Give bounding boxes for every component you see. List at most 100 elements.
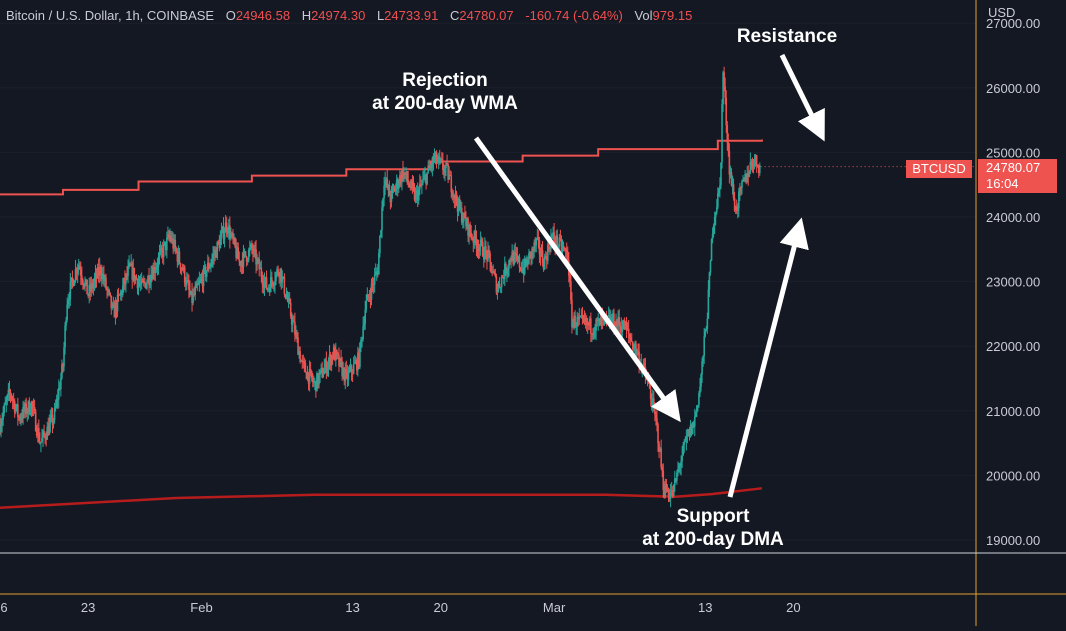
candle-body [677, 469, 679, 473]
candle-body [110, 295, 113, 309]
x-tick-label: 23 [81, 600, 95, 615]
candle-body [89, 285, 92, 292]
candle-body [254, 248, 256, 250]
candle-body [163, 241, 166, 244]
candle-body [123, 278, 125, 286]
candle-body [683, 441, 686, 445]
candle-body [630, 340, 633, 342]
candle-body [212, 254, 214, 259]
candle-body [299, 351, 301, 362]
candle-body [558, 237, 561, 247]
candle-body [521, 267, 524, 272]
candle-body [726, 125, 729, 143]
candle-body [574, 315, 576, 328]
candle-body [572, 321, 574, 327]
candle-body [81, 275, 83, 281]
candle-body [284, 294, 287, 298]
candle-body [2, 412, 4, 420]
candle-body [464, 212, 466, 219]
candle-body [408, 183, 411, 187]
candle-body [59, 387, 61, 390]
candle-body [26, 411, 29, 414]
candle-body [623, 320, 626, 330]
candle-body [4, 403, 7, 405]
candle-body [285, 296, 288, 298]
candle-body [315, 381, 317, 392]
candle-body [314, 381, 316, 383]
candle-body [311, 378, 314, 383]
candle-body [348, 370, 351, 372]
candle-body [229, 225, 231, 239]
candle-body [467, 218, 469, 236]
candle-body [282, 276, 285, 278]
candle-body [352, 363, 355, 374]
candle-body [664, 483, 667, 497]
candle-body [23, 406, 25, 412]
candle-body [478, 247, 481, 252]
candle-body [19, 417, 21, 420]
candle-body [286, 296, 289, 302]
candle-body [54, 406, 57, 409]
candle-body [40, 442, 42, 444]
close-label: C [450, 8, 460, 23]
candle-body [744, 173, 746, 181]
candle-body [294, 321, 296, 336]
wma-200-line [0, 139, 763, 196]
candle-body [545, 256, 548, 261]
candle-body [305, 372, 308, 380]
candle-body [188, 281, 190, 290]
candle-body [319, 370, 321, 375]
candle-body [368, 296, 371, 298]
candle-body [91, 283, 94, 289]
candle-body [147, 276, 149, 283]
candle-body [29, 412, 32, 414]
candle-body [109, 292, 111, 296]
candle-body [190, 291, 192, 295]
candle-body [126, 273, 128, 277]
candle-body [293, 320, 295, 322]
candle-body [590, 318, 592, 334]
candle-body [128, 263, 130, 268]
currency-label: USD [988, 5, 1016, 20]
candle-body [629, 337, 632, 341]
gridlines [0, 22, 976, 541]
candle-body [426, 172, 428, 185]
candles [0, 66, 976, 508]
candle-body [116, 294, 119, 312]
candle-body [746, 172, 749, 182]
candle-body [548, 244, 550, 249]
candle-body [339, 357, 341, 366]
candle-body [47, 426, 50, 435]
candle-body [361, 339, 363, 341]
candle-body [402, 169, 404, 178]
candle-body [688, 429, 691, 437]
candle-body [616, 320, 618, 327]
candle-body [3, 404, 5, 413]
candle-body [407, 180, 410, 184]
candle-body [317, 373, 319, 385]
candle-body [202, 268, 205, 287]
candle-body [595, 319, 597, 331]
candle-body [268, 287, 271, 293]
candle-body [421, 183, 423, 186]
candle-body [718, 188, 720, 194]
candle-body [565, 250, 568, 252]
candle-body [622, 320, 625, 329]
candle-body [298, 351, 300, 355]
candle-body [466, 218, 468, 227]
y-tick-label: 24000.00 [986, 210, 1040, 225]
candle-body [386, 178, 389, 188]
candle-body [597, 320, 599, 322]
candle-body [312, 381, 315, 383]
candle-body [759, 165, 761, 174]
candle-body [100, 273, 103, 280]
candle-body [671, 490, 674, 497]
candle-body [356, 360, 358, 371]
candle-body [106, 288, 108, 290]
candle-body [670, 490, 673, 493]
candle-body [155, 267, 158, 271]
candle-body [524, 258, 527, 266]
candle-body [178, 251, 181, 264]
